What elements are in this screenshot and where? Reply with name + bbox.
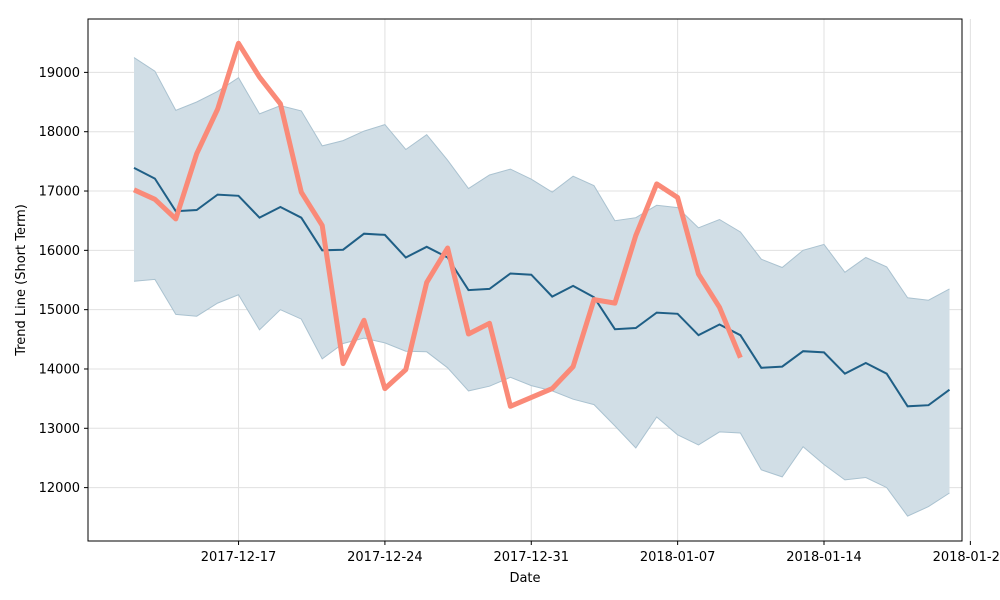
band-lower-edge: [133, 278, 950, 517]
x-tick-label: 2018-01-14: [786, 550, 862, 565]
x-axis-label: Date: [509, 571, 540, 586]
y-tick-label: 15000: [39, 303, 80, 318]
y-tick-label: 17000: [39, 185, 80, 200]
x-tick-label: 2018-01-21: [933, 550, 1000, 565]
y-axis: 12000 13000 14000 15000 16000 17000 18000 19000: [39, 66, 88, 496]
x-tick-label: 2017-12-24: [347, 550, 423, 565]
y-tick-label: 18000: [39, 125, 80, 140]
band-upper-edge: [133, 57, 950, 301]
actual-line: [132, 40, 743, 409]
x-tick-label: 2017-12-31: [493, 550, 569, 565]
x-tick-label: 2017-12-17: [201, 550, 277, 565]
x-axis: 2017-12-17 2017-12-24 2017-12-31 2018-01-07…: [201, 541, 1000, 565]
y-tick-label: 12000: [39, 481, 80, 496]
x-tick-label: 2018-01-07: [640, 550, 716, 565]
y-tick-label: 16000: [39, 244, 80, 259]
y-axis-label: Trend Line (Short Term): [14, 204, 29, 357]
y-tick-label: 19000: [39, 66, 80, 81]
y-tick-label: 14000: [39, 362, 80, 377]
plot-frame: [87, 18, 963, 542]
trend-line: [133, 167, 951, 408]
y-tick-label: 13000: [39, 422, 80, 437]
